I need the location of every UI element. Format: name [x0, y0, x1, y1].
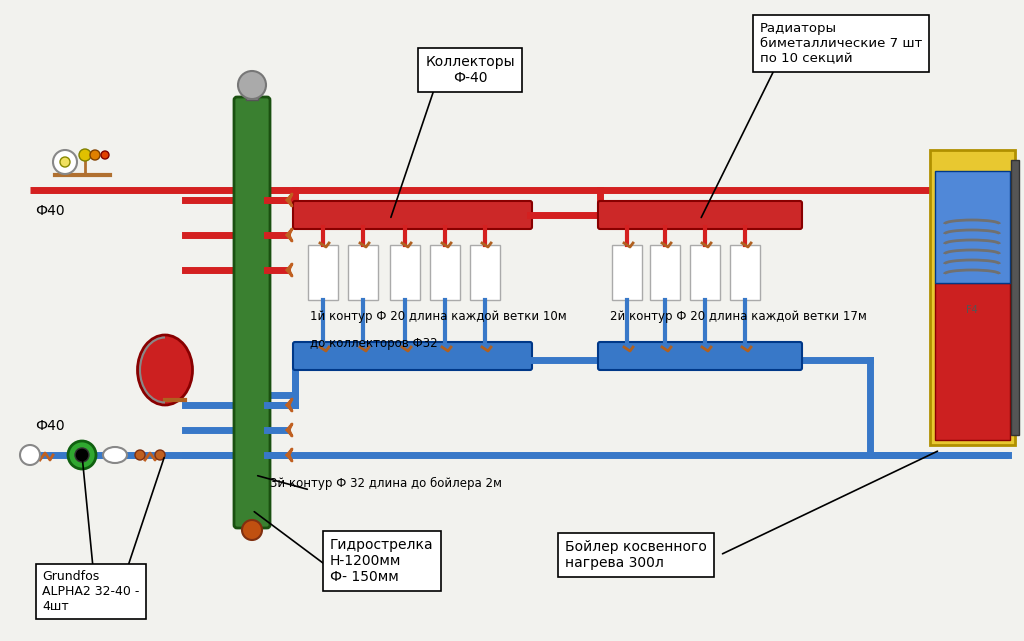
Bar — [1011, 160, 1019, 435]
FancyBboxPatch shape — [293, 342, 532, 370]
Bar — [348, 245, 378, 300]
Text: 1й контур Ф 20 длина каждой ветки 10м: 1й контур Ф 20 длина каждой ветки 10м — [310, 310, 566, 323]
Circle shape — [242, 520, 262, 540]
FancyBboxPatch shape — [293, 201, 532, 229]
Text: 3й контур Ф 32 длина до бойлера 2м: 3й контур Ф 32 длина до бойлера 2м — [270, 477, 502, 490]
FancyBboxPatch shape — [598, 201, 802, 229]
Text: Grundfos
ALPHA2 32-40 -
4шт: Grundfos ALPHA2 32-40 - 4шт — [42, 570, 139, 613]
Ellipse shape — [103, 447, 127, 463]
Bar — [935, 283, 1010, 440]
Bar — [470, 245, 500, 300]
Circle shape — [238, 71, 266, 99]
Bar — [390, 245, 420, 300]
Circle shape — [75, 448, 89, 462]
Circle shape — [60, 157, 70, 167]
Text: Бойлер косвенного
нагрева 300л: Бойлер косвенного нагрева 300л — [565, 540, 707, 570]
FancyBboxPatch shape — [234, 97, 270, 528]
Bar — [246, 80, 258, 100]
Bar — [690, 245, 720, 300]
Ellipse shape — [137, 335, 193, 405]
Text: Ф40: Ф40 — [35, 419, 65, 433]
Circle shape — [20, 445, 40, 465]
Text: F4: F4 — [966, 305, 978, 315]
Circle shape — [101, 151, 109, 159]
Bar — [612, 245, 642, 300]
Text: Гидрострелка
Н-1200мм
Ф- 150мм: Гидрострелка Н-1200мм Ф- 150мм — [330, 538, 433, 585]
Text: Ф40: Ф40 — [35, 204, 65, 218]
Bar — [935, 171, 1010, 283]
Bar — [650, 245, 680, 300]
Text: до коллекторов Ф32: до коллекторов Ф32 — [310, 337, 437, 350]
FancyBboxPatch shape — [598, 342, 802, 370]
Bar — [308, 245, 338, 300]
Circle shape — [79, 149, 91, 161]
Circle shape — [53, 150, 77, 174]
Circle shape — [90, 150, 100, 160]
Text: Радиаторы
биметаллические 7 шт
по 10 секций: Радиаторы биметаллические 7 шт по 10 сек… — [760, 22, 923, 65]
Circle shape — [135, 450, 145, 460]
Bar — [730, 245, 760, 300]
Text: 2й контур Ф 20 длина каждой ветки 17м: 2й контур Ф 20 длина каждой ветки 17м — [610, 310, 867, 323]
Circle shape — [155, 450, 165, 460]
Text: Коллекторы
Ф-40: Коллекторы Ф-40 — [425, 55, 515, 85]
Circle shape — [68, 441, 96, 469]
Bar — [430, 245, 460, 300]
Bar — [930, 150, 1015, 445]
